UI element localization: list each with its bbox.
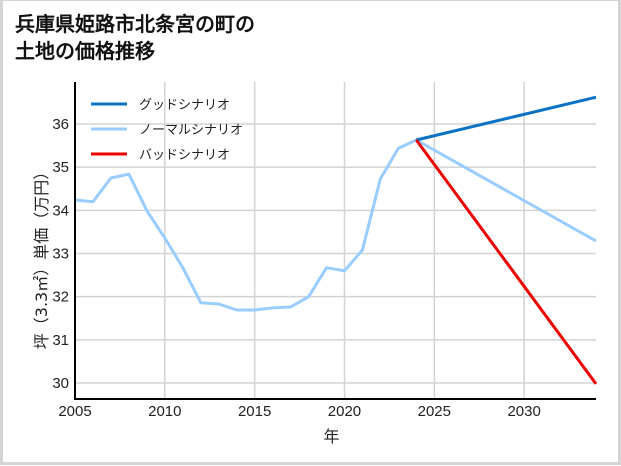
series-line-0: [415, 95, 597, 142]
x-tick-label: 2030: [507, 403, 540, 420]
x-tick-label: 2015: [238, 403, 271, 420]
legend-label: グッドシナリオ: [139, 98, 230, 113]
y-tick-label: 31: [52, 332, 69, 349]
y-tick-label: 34: [52, 202, 69, 219]
y-tick-label: 32: [52, 289, 69, 306]
series-line-1: [74, 138, 597, 312]
x-axis-title: 年: [323, 427, 339, 446]
y-tick-label: 35: [52, 159, 69, 176]
legend-label: ノーマルシナリオ: [139, 123, 243, 138]
line-chart: 30 31 32 33 34 35 36 2005 2010 2015 2020 2025 2030 年 坪…: [32, 82, 598, 446]
x-tick-label: 2025: [418, 403, 451, 420]
x-tick-label: 2010: [148, 403, 181, 420]
x-tick-label: 2020: [328, 403, 361, 420]
series-line-2: [415, 139, 598, 385]
y-tick-label: 33: [52, 246, 69, 263]
x-tick-label: 2005: [58, 403, 91, 420]
legend-label: バッドシナリオ: [139, 148, 230, 163]
y-tick-label: 30: [52, 375, 69, 392]
chart-title: 兵庫県姫路市北条宮の町の 土地の価格推移: [15, 12, 255, 63]
y-tick-label: 36: [52, 116, 69, 133]
series-group: [74, 95, 598, 385]
y-axis-title: 坪（3.3㎡）単価（万円）: [32, 164, 51, 349]
